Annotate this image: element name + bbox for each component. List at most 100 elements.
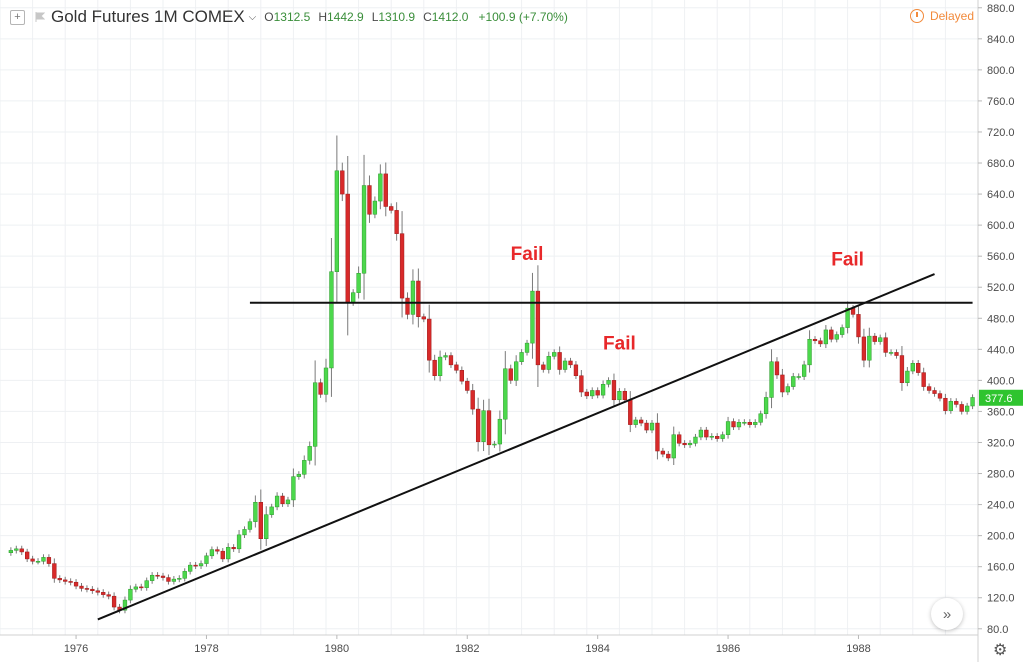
candle — [867, 327, 872, 368]
expand-icon[interactable]: + — [10, 9, 25, 25]
candle-body — [932, 390, 937, 394]
candle — [921, 367, 926, 391]
candle — [535, 265, 541, 387]
y-tick-label: 400.0 — [987, 375, 1015, 387]
candle — [753, 419, 758, 428]
candle — [503, 351, 508, 435]
candle-body — [323, 367, 329, 395]
candle — [432, 354, 437, 381]
candle — [166, 574, 171, 585]
candle — [600, 380, 606, 399]
symbol-title[interactable]: Gold Futures 1M COMEX — [51, 7, 245, 26]
candle — [660, 447, 666, 458]
candle-body — [122, 599, 128, 611]
candle — [720, 431, 725, 442]
candle — [736, 419, 742, 431]
candle-body — [546, 356, 551, 370]
candle — [454, 361, 459, 374]
candle-body — [606, 380, 611, 385]
candle — [888, 349, 894, 356]
scroll-to-realtime-button[interactable]: » — [931, 598, 963, 630]
candle — [220, 548, 225, 563]
candle — [79, 582, 84, 592]
candle-body — [633, 419, 638, 425]
candle — [861, 328, 867, 368]
candle — [840, 324, 845, 338]
candle — [780, 368, 785, 398]
candle-body — [296, 474, 301, 477]
delayed-status[interactable]: Delayed — [909, 9, 974, 23]
candle-body — [394, 210, 399, 234]
candle — [84, 585, 90, 593]
candle-body — [171, 578, 177, 582]
candle — [106, 591, 111, 600]
candle-body — [351, 292, 356, 304]
x-tick-label: 1980 — [325, 643, 349, 655]
candle — [801, 360, 807, 380]
candle-body — [888, 352, 894, 354]
candle-body — [160, 575, 166, 578]
candle — [274, 492, 280, 511]
candle-body — [226, 547, 231, 560]
candle — [954, 398, 959, 408]
candle-body — [155, 574, 160, 577]
last-price-tag — [979, 389, 1023, 406]
candle — [584, 388, 589, 400]
candle — [573, 361, 579, 379]
candle — [63, 576, 68, 585]
candle — [872, 333, 877, 345]
candle — [410, 269, 416, 325]
candle-body — [840, 327, 845, 335]
candle — [25, 548, 30, 563]
candle-body — [101, 592, 106, 595]
candle — [785, 383, 790, 396]
candle-body — [247, 521, 253, 530]
candle-body — [535, 290, 541, 366]
candle — [704, 426, 709, 441]
candlestick-series — [8, 135, 975, 614]
y-tick-label: 560.0 — [987, 251, 1015, 263]
settings-gear-icon[interactable]: ⚙ — [993, 642, 1008, 659]
candle — [926, 383, 932, 394]
y-tick-label: 360.0 — [987, 406, 1015, 418]
candle — [687, 440, 693, 448]
candle — [90, 586, 95, 594]
candle — [796, 373, 801, 380]
candle — [465, 377, 470, 394]
candle-body — [215, 549, 220, 552]
candle — [111, 592, 117, 611]
candle — [52, 558, 57, 583]
candle — [948, 398, 953, 414]
low-value: L1310.9 — [371, 10, 416, 24]
flag-icon[interactable] — [35, 12, 45, 22]
candle-body — [361, 185, 367, 274]
candle-body — [399, 233, 405, 299]
candle — [514, 355, 519, 386]
candle — [959, 401, 964, 415]
delayed-label: Delayed — [929, 9, 974, 23]
candle-body — [79, 585, 84, 589]
candle-body — [524, 342, 530, 353]
candle — [769, 349, 774, 409]
candle-body — [19, 548, 24, 553]
candle — [568, 357, 573, 368]
candle — [916, 360, 921, 376]
candle — [964, 402, 970, 415]
candle-body — [715, 436, 720, 439]
candle — [19, 545, 24, 556]
candle-body — [220, 550, 225, 560]
candle — [742, 419, 747, 426]
candle-body — [845, 307, 850, 328]
candle — [693, 433, 698, 447]
candle-body — [318, 382, 323, 395]
candle — [399, 211, 405, 318]
candle — [611, 373, 617, 406]
candle-body — [253, 502, 258, 522]
chevron-down-icon[interactable]: ⌵ — [248, 11, 257, 23]
candle — [562, 357, 568, 373]
candle-body — [188, 564, 193, 572]
candle-body — [30, 558, 35, 562]
candle-body — [530, 290, 535, 344]
candle-body — [584, 391, 589, 397]
